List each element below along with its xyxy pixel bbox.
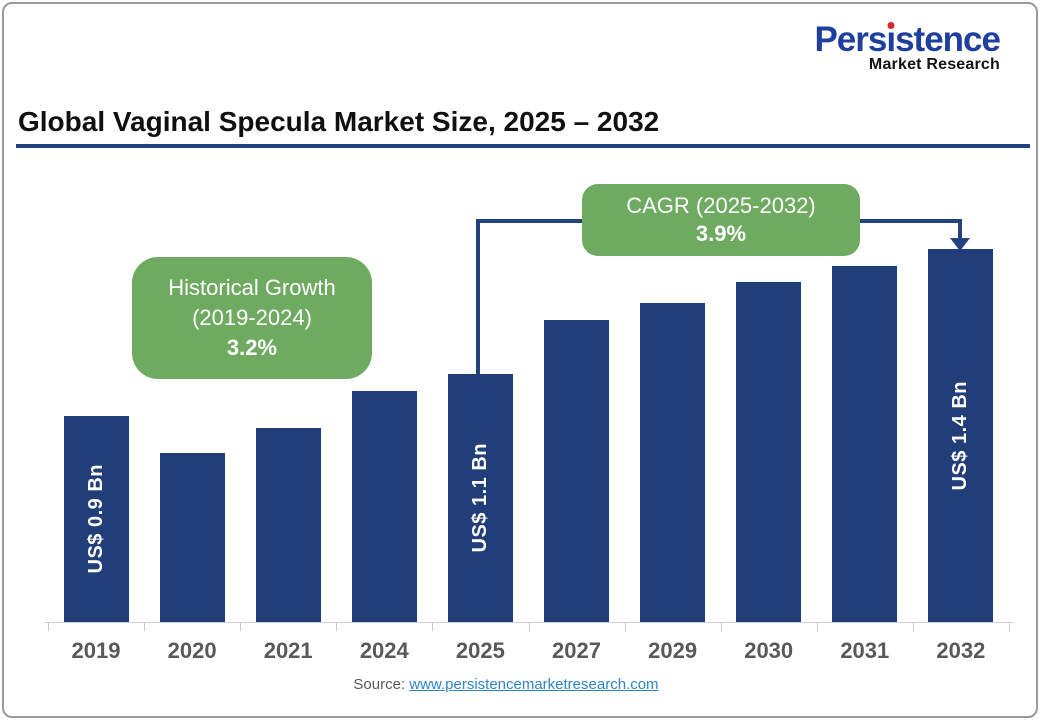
- logo-brand-text: Persı stence: [814, 20, 1001, 59]
- bar-2030: [736, 282, 802, 622]
- bar-2021: [255, 428, 321, 622]
- x-axis-label-2019: 2019: [71, 638, 121, 663]
- x-axis-tick: [1009, 622, 1010, 631]
- logo-subtitle: Market Research: [868, 55, 1000, 73]
- x-axis-label-2025: 2025: [455, 638, 505, 663]
- logo-red-dot-icon: [887, 22, 895, 29]
- bar-2032: US$ 1.4 Bn: [928, 249, 994, 622]
- x-axis-label-2029: 2029: [648, 638, 698, 663]
- bar-2019: US$ 0.9 Bn: [63, 416, 129, 622]
- x-axis-label-2032: 2032: [936, 638, 986, 663]
- x-axis-tick: [912, 622, 914, 631]
- x-axis-tick: [816, 622, 818, 631]
- x-axis-label-2021: 2021: [263, 638, 313, 663]
- x-axis-tick: [720, 622, 722, 631]
- bar-value-label-2025: US$ 1.1 Bn: [468, 443, 491, 553]
- bar-2029: [640, 303, 706, 622]
- source-line: Source: www.persistencemarketresearch.co…: [0, 676, 1012, 693]
- x-axis-label-2031: 2031: [840, 638, 890, 663]
- source-prefix: Source:: [353, 676, 406, 693]
- pmr-logo: Persı stence Market Research: [814, 20, 1001, 74]
- bar-2020: [159, 453, 225, 622]
- x-axis-label-2030: 2030: [744, 638, 794, 663]
- cagr-label: CAGR (2025-2032): [626, 193, 816, 218]
- cagr-arrow-down-icon: [950, 238, 970, 251]
- historical-growth-line1: Historical Growth: [168, 275, 336, 300]
- bar-2031: [832, 266, 898, 622]
- x-axis-tick: [144, 622, 146, 631]
- x-axis-tick: [336, 622, 338, 631]
- x-axis-tick: [240, 622, 242, 631]
- source-link[interactable]: www.persistencemarketresearch.com: [409, 676, 659, 693]
- x-axis-label-2027: 2027: [552, 638, 601, 663]
- bar-2025: US$ 1.1 Bn: [447, 374, 513, 622]
- x-axis-tick: [624, 622, 626, 631]
- x-axis-tick: [432, 622, 434, 631]
- cagr-bracket-right-line: [958, 219, 962, 240]
- title-underline: [16, 144, 1030, 148]
- x-axis-tick: [528, 622, 530, 631]
- logo-brand-i: ı: [886, 20, 896, 59]
- historical-growth-period: (2019-2024): [192, 305, 312, 330]
- x-axis-tick: [48, 622, 49, 631]
- bar-2024: [351, 391, 417, 622]
- x-axis-label-2020: 2020: [167, 638, 217, 663]
- x-axis-label-2024: 2024: [359, 638, 409, 663]
- bar-value-label-2019: US$ 0.9 Bn: [84, 464, 107, 574]
- cagr-rate: 3.9%: [695, 221, 747, 246]
- cagr-bracket-left-line: [476, 219, 480, 374]
- cagr-callout: CAGR (2025-2032) 3.9%: [582, 184, 860, 256]
- logo-brand-post: stence: [895, 20, 1001, 59]
- historical-growth-rate: 3.2%: [226, 335, 278, 360]
- logo-brand-pre: Pers: [814, 20, 887, 59]
- bar-2027: [544, 320, 610, 622]
- page-title: Global Vaginal Specula Market Size, 2025…: [18, 106, 660, 137]
- historical-growth-callout: Historical Growth (2019-2024) 3.2%: [132, 257, 372, 379]
- bar-value-label-2032: US$ 1.4 Bn: [949, 380, 972, 491]
